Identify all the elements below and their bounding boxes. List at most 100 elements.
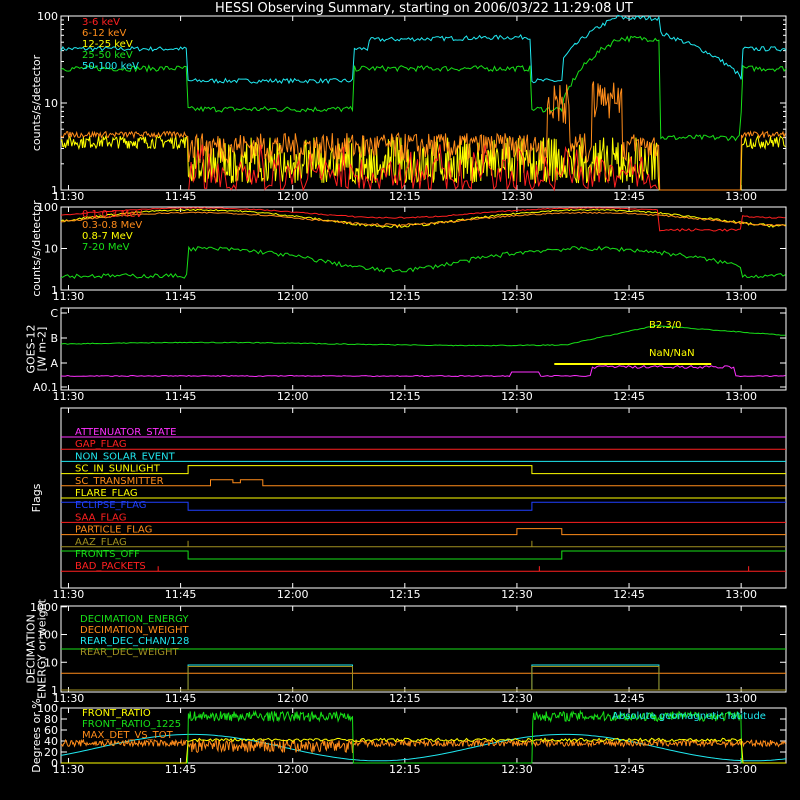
flag-line <box>61 465 786 475</box>
decimation-legend-entry: REAR_DEC_WEIGHT <box>80 647 179 658</box>
y-tick-label: B <box>50 332 58 345</box>
gamma-legend-entry: 7-20 MeV <box>82 242 130 253</box>
y-tick-label: 20 <box>44 746 58 759</box>
flag-label: GAP_FLAG <box>75 439 127 450</box>
decimation-ylabel: ENERGY or weight <box>36 598 49 698</box>
series-50-100kev <box>60 14 787 85</box>
y-tick-label: 10 <box>44 97 58 110</box>
x-tick-label: 12:30 <box>501 390 533 403</box>
x-tick-label: 12:00 <box>277 290 309 303</box>
series-25-50kev <box>60 35 787 142</box>
flag-line <box>61 479 786 487</box>
x-tick-label: 12:15 <box>389 588 421 601</box>
rear-dec-series <box>61 664 786 691</box>
x-tick-label: 11:45 <box>165 588 197 601</box>
x-tick-label: 13:00 <box>725 692 757 705</box>
ratio-legend-entry: MAX_DET_VS_TOT <box>82 730 174 741</box>
flag-label: ECLIPSE_FLAG <box>75 500 146 511</box>
x-tick-label: 12:30 <box>501 763 533 776</box>
gamma-legend-entry: 0.3-0.8 MeV <box>82 220 142 231</box>
y-tick-label: 100 <box>37 629 58 642</box>
x-tick-label: 11:30 <box>53 290 85 303</box>
goes-ylabel: [W m-2] <box>36 327 49 372</box>
flag-label: BAD_PACKETS <box>75 561 146 572</box>
flag-line <box>61 501 786 511</box>
x-tick-label: 12:00 <box>277 763 309 776</box>
x-tick-label: 11:30 <box>53 692 85 705</box>
flag-line <box>61 528 786 536</box>
x-tick-label: 12:45 <box>613 290 645 303</box>
flag-label: SC_TRANSMITTER <box>75 476 164 487</box>
flag-label: NON_SOLAR_EVENT <box>75 451 176 462</box>
gamma-ylabel: counts/s/detector <box>30 200 43 297</box>
x-tick-label: 12:45 <box>613 390 645 403</box>
x-tick-label: 12:30 <box>501 692 533 705</box>
hxr-ylabel: counts/s/detector <box>30 54 43 151</box>
goes-ylabel: GOES-12 <box>25 324 38 373</box>
x-tick-label: 13:00 <box>725 190 757 203</box>
x-tick-label: 11:30 <box>53 190 85 203</box>
y-tick-label: 1 <box>51 684 58 697</box>
flag-label: PARTICLE_FLAG <box>75 525 152 536</box>
ratio-legend-entry: FRONT_RATIO_1225 <box>82 719 181 730</box>
x-tick-label: 12:15 <box>389 190 421 203</box>
flag-line <box>61 550 786 560</box>
flag-label: AAZ_FLAG <box>75 537 127 548</box>
series-7-20mev <box>60 245 786 279</box>
y-tick-label: A <box>50 357 58 370</box>
rear-dec-series <box>61 664 786 691</box>
x-tick-label: 12:30 <box>501 290 533 303</box>
goes-annotation: B2.3/0 <box>649 320 682 331</box>
x-tick-label: 12:45 <box>613 588 645 601</box>
front-ratio-series <box>61 737 786 764</box>
ratio-legend-entry: FRONT_RATIO <box>82 708 151 719</box>
x-tick-label: 12:00 <box>277 390 309 403</box>
ratio-ylabel: Degrees or % <box>30 698 43 772</box>
x-tick-label: 13:00 <box>725 588 757 601</box>
y-tick-label: 80 <box>44 713 58 726</box>
x-tick-label: 12:15 <box>389 290 421 303</box>
y-tick-label: C <box>50 307 58 320</box>
flag-label: SC_IN_SUNLIGHT <box>75 464 161 475</box>
x-tick-label: 12:15 <box>389 692 421 705</box>
flag-label: ATTENUATOR_STATE <box>75 427 176 438</box>
x-tick-label: 12:45 <box>613 763 645 776</box>
chart-title: HESSI Observing Summary, starting on 200… <box>215 1 633 16</box>
y-tick-label: A0.1 <box>33 381 58 394</box>
flag-label: SAA_FLAG <box>75 512 126 523</box>
y-tick-label: 0 <box>51 757 58 770</box>
x-tick-label: 12:30 <box>501 190 533 203</box>
x-tick-label: 12:00 <box>277 588 309 601</box>
decimation-legend-entry: DECIMATION_ENERGY <box>80 614 189 625</box>
y-tick-label: 1 <box>51 284 58 297</box>
x-tick-label: 13:00 <box>725 763 757 776</box>
hxr-legend-entry: 6-12 keV <box>82 28 126 39</box>
hxr-legend-entry: 3-6 keV <box>82 17 120 28</box>
decimation-legend-entry: REAR_DEC_CHAN/128 <box>80 636 189 647</box>
x-tick-label: 11:30 <box>53 763 85 776</box>
hxr-legend-entry: 12-25 keV <box>82 39 133 50</box>
flag-label: FRONTS_OFF <box>75 549 140 560</box>
goes-annotation: NaN/NaN <box>649 348 695 359</box>
y-tick-label: 100 <box>37 201 58 214</box>
x-tick-label: 11:45 <box>165 763 197 776</box>
goes-panel-frame <box>60 307 787 391</box>
y-tick-label: 1000 <box>30 601 58 614</box>
x-tick-label: 11:45 <box>165 290 197 303</box>
geomag-annotation: Absolute geomagnetic latitude <box>612 711 766 722</box>
x-tick-label: 11:45 <box>165 190 197 203</box>
rear-dec-series <box>61 666 786 691</box>
gamma-legend-entry: 0.1-0.3 MeV <box>82 209 142 220</box>
x-tick-label: 12:00 <box>277 190 309 203</box>
x-tick-label: 12:15 <box>389 390 421 403</box>
flags-ylabel: Flags <box>30 483 43 512</box>
series-0.8-7mev <box>60 208 787 229</box>
decimation-ylabel: DECIMATION <box>25 614 38 683</box>
x-tick-label: 12:15 <box>389 763 421 776</box>
y-tick-label: 40 <box>44 735 58 748</box>
y-tick-label: 10 <box>44 656 58 669</box>
hxr-legend-entry: 50-100 keV <box>82 61 139 72</box>
x-tick-label: 13:00 <box>725 390 757 403</box>
flag-label: FLARE_FLAG <box>75 488 138 499</box>
